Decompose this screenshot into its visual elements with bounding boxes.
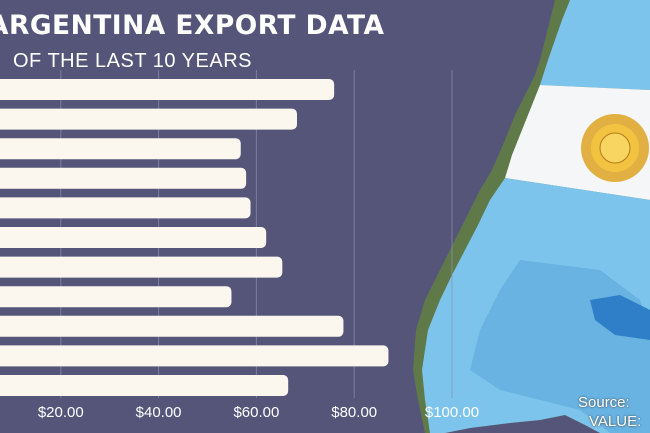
x-tick-label: $60.00 xyxy=(233,404,279,421)
bar xyxy=(0,345,389,367)
bar xyxy=(0,79,335,100)
bar xyxy=(0,227,267,248)
map-image xyxy=(413,0,650,433)
bar xyxy=(0,256,283,278)
x-tick-label: $20.00 xyxy=(38,404,84,421)
x-tick-label: $80.00 xyxy=(331,404,377,421)
bar xyxy=(0,315,344,337)
flag-blue-band xyxy=(540,0,650,90)
bar xyxy=(0,197,251,219)
bar xyxy=(0,108,297,130)
bar xyxy=(0,286,232,308)
value-label: VALUE: xyxy=(589,413,642,430)
x-tick-label: $40.00 xyxy=(136,404,182,421)
bar xyxy=(0,138,241,160)
bars-group xyxy=(0,79,389,396)
ocean-island xyxy=(590,295,650,340)
sun-of-may-icon xyxy=(581,114,649,182)
source-block: Source: VALUE: xyxy=(578,393,650,431)
x-tick-label: $100.00 xyxy=(425,404,479,421)
chart-subtitle: OF THE LAST 10 YEARS xyxy=(13,50,252,72)
bar xyxy=(0,167,247,189)
source-label: Source: xyxy=(578,394,630,411)
chart-title: ARGENTINA EXPORT DATA xyxy=(0,10,385,41)
x-axis-ticks: $20.00 $40.00 $60.00 $80.00 $100.00 xyxy=(38,404,479,421)
bar xyxy=(0,375,289,396)
